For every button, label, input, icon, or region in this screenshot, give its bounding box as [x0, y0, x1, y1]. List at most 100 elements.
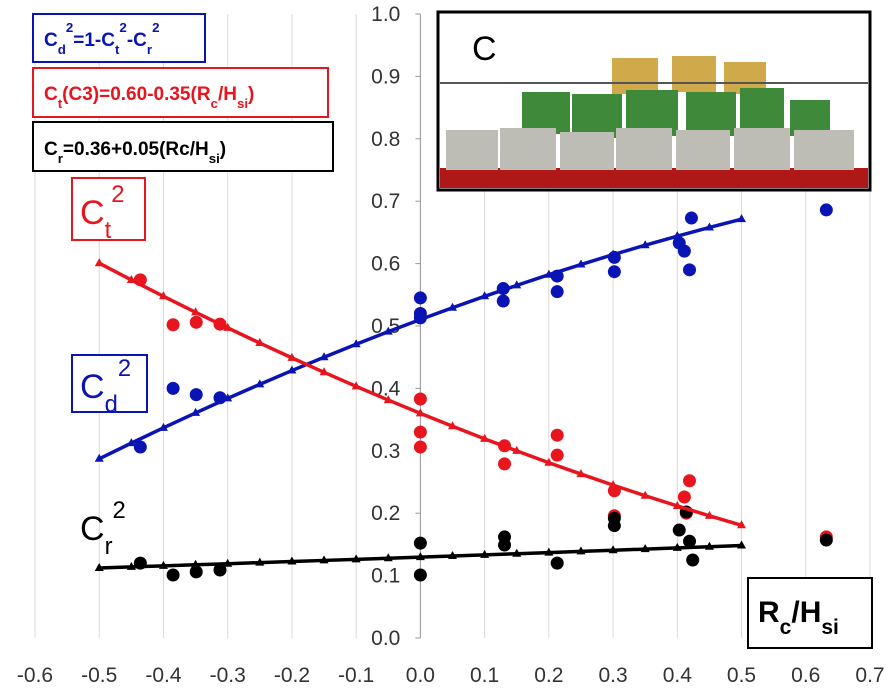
data-point	[166, 568, 180, 582]
data-point	[413, 291, 427, 305]
fit-marker	[608, 480, 618, 489]
fit-marker	[448, 302, 457, 311]
data-point	[819, 533, 833, 547]
eq-part: C	[44, 30, 58, 51]
data-point	[189, 315, 203, 329]
fit-marker	[223, 558, 233, 567]
fit-marker	[737, 540, 747, 549]
eq-part: /H	[218, 84, 237, 105]
data-point	[498, 457, 512, 471]
eq-sup: 2	[66, 20, 73, 35]
fit-marker	[158, 560, 168, 569]
fit-marker	[383, 395, 393, 404]
fit-marker	[640, 544, 650, 553]
data-point	[133, 440, 147, 454]
fit-marker	[576, 469, 586, 478]
fit-marker	[94, 453, 104, 462]
fit-marker	[191, 407, 201, 416]
fit-marker	[126, 561, 136, 570]
x-tick-label: -0.2	[274, 664, 310, 687]
fit-marker	[158, 422, 168, 431]
fit-marker	[737, 214, 747, 223]
fit-marker	[512, 548, 522, 557]
eq-box	[32, 67, 329, 118]
fit-marker	[351, 554, 361, 563]
inset-base	[440, 168, 868, 188]
data-point	[189, 565, 203, 579]
y-tick-label: 0.9	[371, 65, 400, 88]
eq-part: =0.36+0.05(Rc/H	[63, 139, 209, 160]
fit-marker	[704, 222, 714, 231]
x-tick-label: 0.3	[598, 664, 627, 687]
equation: Ct(C3)=0.60-0.35(Rc/Hsi)	[44, 84, 254, 111]
eq-sub: r	[58, 151, 63, 166]
eq-part: (C3)=0.60-0.35(R	[62, 84, 211, 105]
data-point	[189, 388, 203, 402]
y-tick-label: 0.5	[371, 315, 400, 338]
eq-sup: 2	[119, 20, 126, 35]
x-tick-label: -0.3	[210, 664, 246, 687]
label-sub: c	[780, 616, 792, 639]
data-point	[683, 263, 697, 277]
curve-label: Cr2	[80, 497, 126, 560]
x-tick-label: -0.4	[145, 664, 182, 687]
fit-marker	[255, 557, 265, 566]
fit-marker	[608, 545, 618, 554]
y-tick-label: 0.6	[371, 253, 400, 276]
eq-sub: si	[209, 151, 220, 166]
fit-marker	[351, 381, 361, 390]
label-sub: t	[105, 217, 112, 244]
fit-marker	[223, 393, 233, 402]
x-tick-label: 0.6	[791, 664, 820, 687]
fit-marker	[158, 291, 168, 300]
label-part: R	[758, 596, 780, 629]
data-point	[496, 294, 510, 308]
x-tick-label: -0.1	[338, 664, 374, 687]
data-point	[684, 211, 698, 225]
data-point	[166, 318, 180, 332]
x-tick-label: 0.7	[855, 664, 884, 687]
label-box	[71, 177, 146, 241]
eq-part: )	[248, 84, 254, 105]
fit-marker	[448, 421, 457, 430]
fit-marker	[512, 280, 522, 289]
data-point	[550, 285, 564, 299]
fit-marker	[255, 379, 265, 388]
fit-marker	[544, 269, 554, 278]
fit-marker	[576, 546, 586, 555]
x-axis-label: Rc/Hsi	[758, 596, 839, 639]
marks	[94, 203, 833, 582]
fit-marker	[191, 559, 201, 568]
x-tick-label: -0.5	[81, 664, 117, 687]
y-tick-label: 0.2	[371, 502, 400, 525]
fit-marker	[319, 367, 329, 376]
data-point	[550, 556, 564, 570]
data-point	[413, 392, 427, 406]
curve-label: Ct 2	[80, 181, 124, 244]
eq-sub: c	[211, 96, 218, 111]
equation: Cr=0.36+0.05(Rc/Hsi)	[44, 139, 226, 166]
data-point	[677, 490, 691, 504]
curve-label: Cd2	[80, 355, 131, 418]
label-sup: 2	[111, 181, 124, 208]
inset-photo: C	[436, 10, 872, 192]
label-box	[747, 577, 873, 649]
eq-sub: t	[58, 96, 63, 111]
fit-marker	[672, 500, 682, 509]
fit-marker	[576, 259, 586, 268]
fit-marker	[448, 551, 457, 560]
eq-sub: t	[115, 42, 120, 57]
fit-marker	[544, 457, 554, 466]
fit-marker	[319, 352, 329, 361]
fit-marker	[383, 553, 393, 562]
eq-part: C	[44, 84, 58, 105]
inset-label: C	[472, 30, 497, 68]
fit-marker	[737, 520, 747, 529]
fit-marker	[94, 562, 104, 571]
data-point	[819, 203, 833, 217]
fit-marker	[415, 552, 425, 561]
fit-marker	[704, 510, 714, 519]
data-point	[607, 265, 621, 279]
y-tick-label: 1.0	[371, 3, 400, 26]
